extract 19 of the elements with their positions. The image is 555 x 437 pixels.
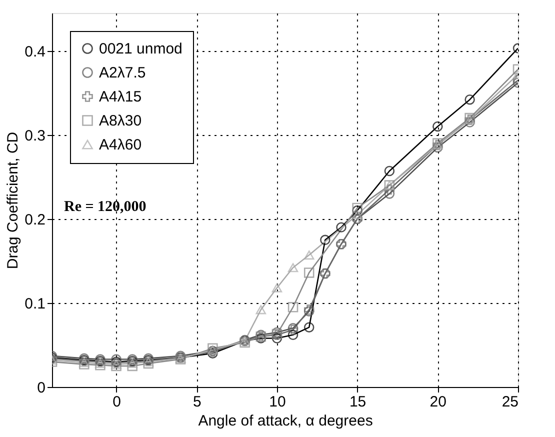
y-axis-title: Drag Coefficient, CD <box>4 132 22 270</box>
legend-label: A4λ60 <box>99 136 142 154</box>
y-tick-label: 0.2 <box>24 211 46 228</box>
y-tick-label: 0.3 <box>24 127 46 144</box>
y-tick-label: 0.1 <box>24 295 46 312</box>
y-tick-label: 0 <box>37 380 46 396</box>
y-tick-label: 0.4 <box>24 43 46 60</box>
x-tick-label: 25 <box>502 394 518 410</box>
x-tick-label: 0 <box>112 394 121 410</box>
legend-label: A4λ15 <box>99 88 142 106</box>
x-tick-label: 5 <box>192 394 202 410</box>
annotation: Re = 120,000 <box>64 199 146 215</box>
legend-label: 0021 unmod <box>99 40 182 58</box>
x-tick-label: 20 <box>430 394 446 410</box>
legend-label: A8λ30 <box>99 112 142 130</box>
x-tick-label: 15 <box>349 394 366 410</box>
x-axis-title: Angle of attack, α degrees <box>198 412 373 430</box>
x-tick-label: 10 <box>269 394 286 410</box>
legend-label: A2λ7.5 <box>99 64 146 82</box>
